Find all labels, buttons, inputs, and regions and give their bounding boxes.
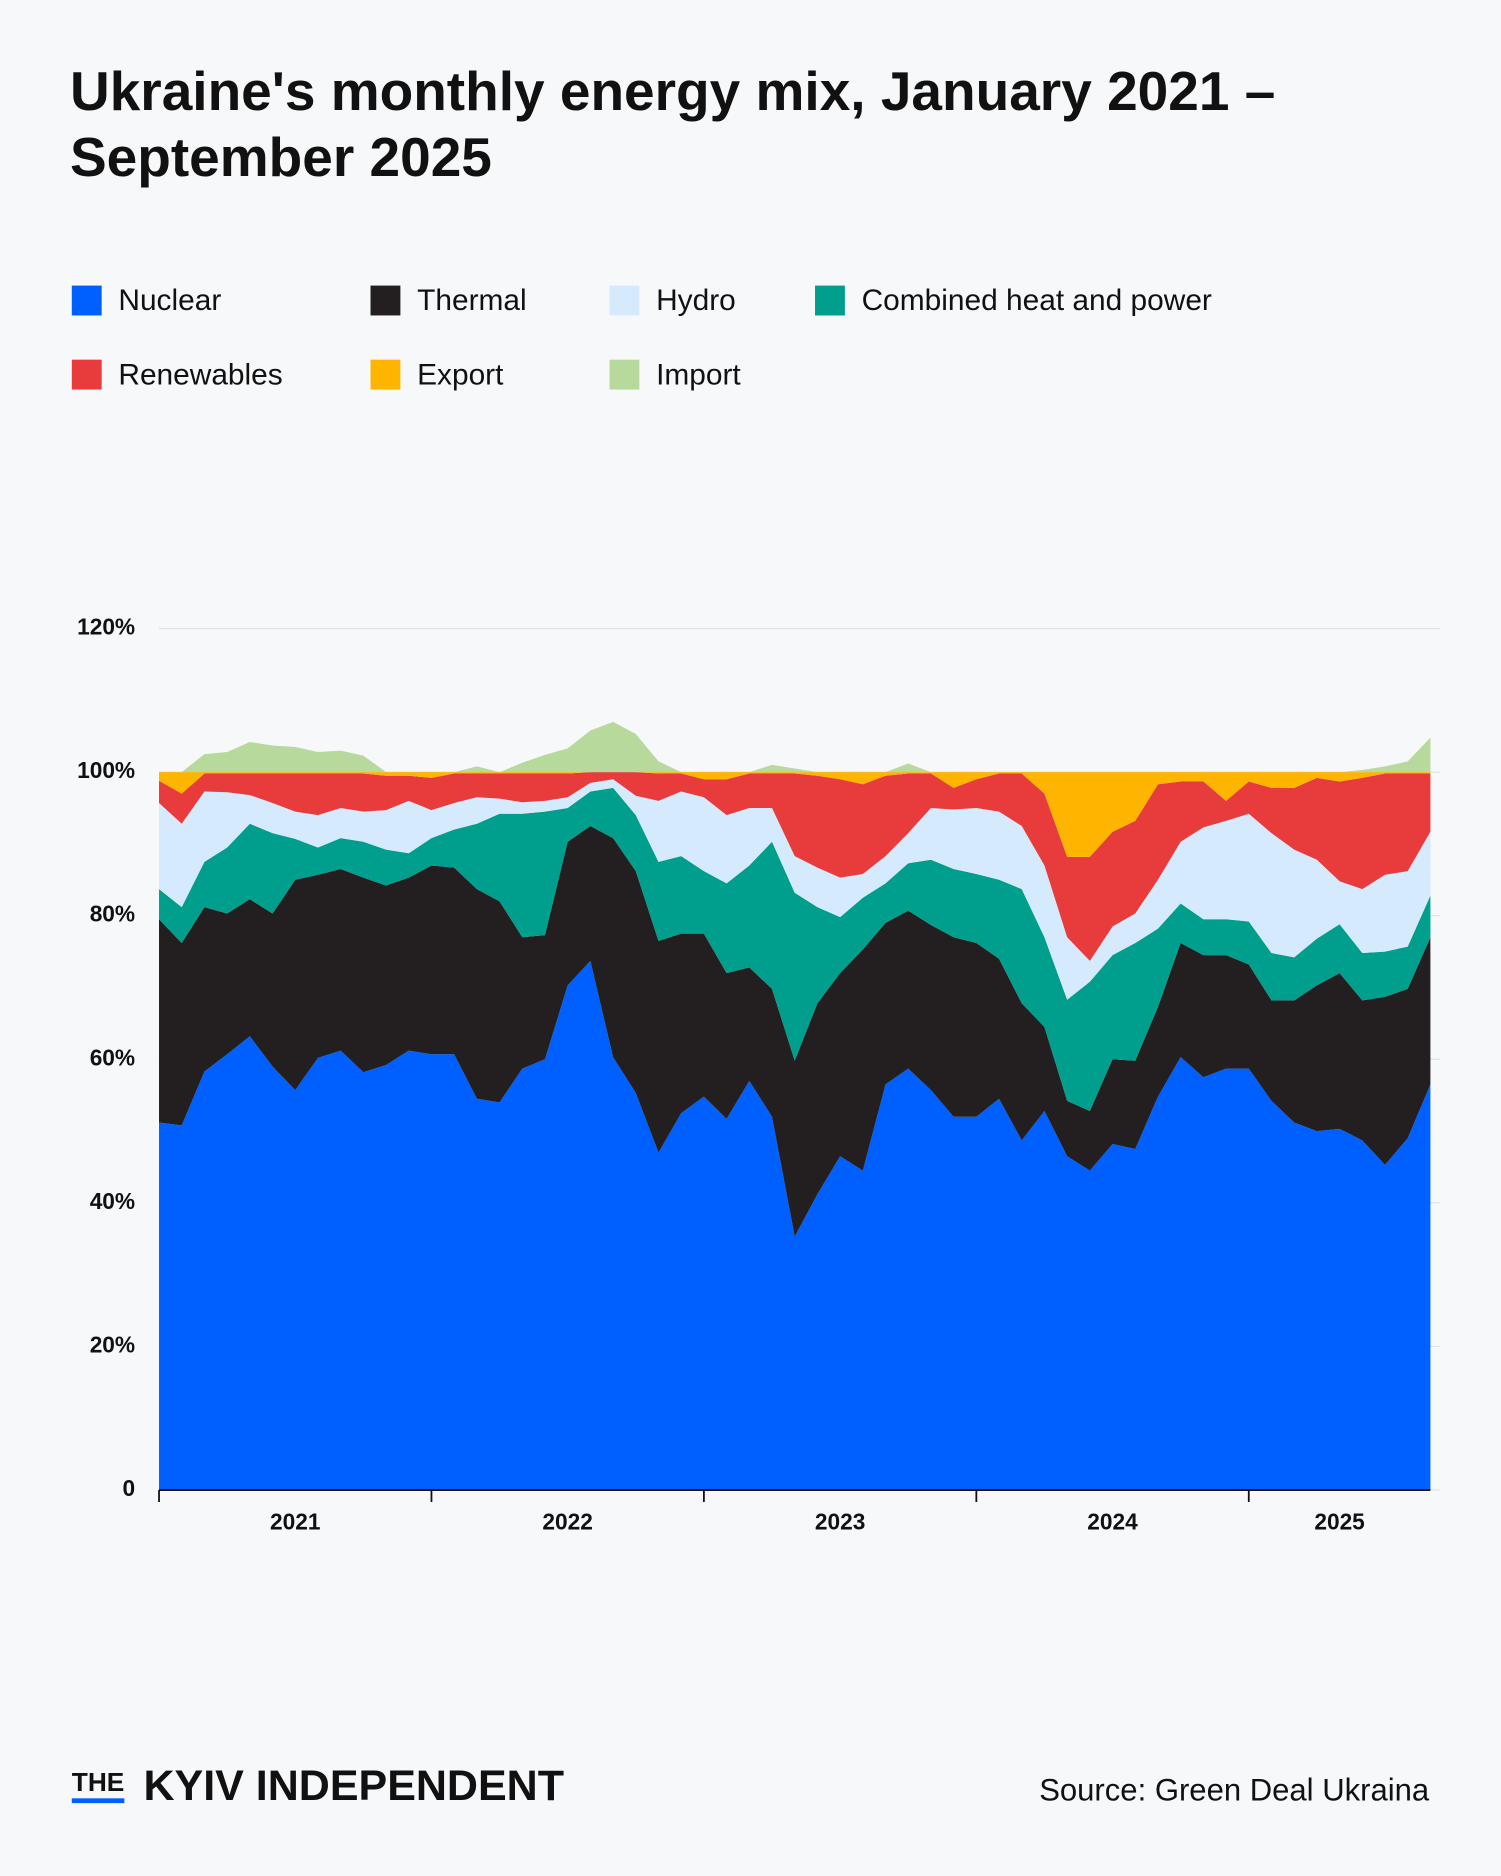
legend-label: Import xyxy=(656,358,741,391)
chart-title: Ukraine's monthly energy mix, January 20… xyxy=(70,60,1276,188)
logo: KYIV INDEPENDENT xyxy=(143,1762,564,1810)
area xyxy=(159,787,1431,1111)
logo-underline xyxy=(71,1798,125,1804)
legend-label: Combined heat and power xyxy=(862,284,1212,317)
area xyxy=(159,721,1431,773)
legend-swatch xyxy=(370,285,401,316)
x-tick-label: 2023 xyxy=(815,1509,865,1535)
legend-swatch xyxy=(815,285,845,316)
y-tick-label: 20% xyxy=(90,1331,135,1357)
y-tick-label: 40% xyxy=(90,1188,135,1214)
area xyxy=(159,772,1431,857)
legend-label: Hydro xyxy=(656,284,736,317)
legend-label: Export xyxy=(417,358,504,391)
area xyxy=(159,825,1431,1237)
area xyxy=(159,960,1431,1491)
x-tick-label: 2021 xyxy=(270,1509,320,1535)
source: Source: Green Deal Ukraina xyxy=(1039,1773,1430,1808)
logo-small: THE xyxy=(72,1767,125,1797)
legend-swatch xyxy=(609,285,640,316)
area xyxy=(159,772,1431,961)
legend-swatch xyxy=(71,285,102,316)
legend-label: Thermal xyxy=(417,284,527,317)
y-tick-label: 100% xyxy=(77,757,135,783)
y-tick-label: 60% xyxy=(90,1044,135,1070)
legend-label: Nuclear xyxy=(118,284,221,317)
legend-swatch xyxy=(609,359,640,390)
y-tick-label: 0 xyxy=(122,1475,135,1501)
x-tick-label: 2024 xyxy=(1087,1509,1138,1535)
area xyxy=(159,779,1431,1000)
legend-label: Renewables xyxy=(118,358,282,391)
x-tick-label: 2022 xyxy=(542,1509,592,1535)
legend-swatch xyxy=(71,359,102,390)
legend-swatch xyxy=(370,359,401,390)
y-tick-label: 120% xyxy=(77,614,135,640)
y-tick-label: 80% xyxy=(90,901,135,927)
x-tick-label: 2025 xyxy=(1314,1509,1364,1535)
